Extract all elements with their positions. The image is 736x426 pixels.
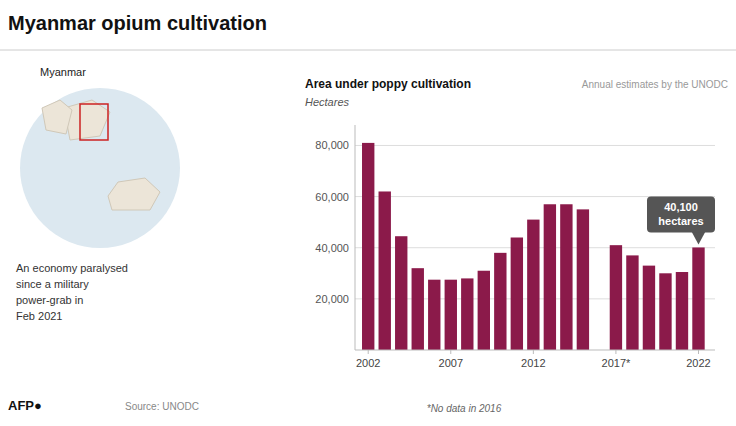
agency-label: AFP● (8, 398, 42, 413)
text-line: An economy paralysed (16, 262, 128, 274)
x-tick (368, 350, 369, 354)
x-tick-label: 2017* (602, 357, 631, 369)
y-tick-label: 60,000 (315, 191, 349, 203)
y-axis-label: Hectares (305, 96, 350, 108)
title-rule (0, 50, 736, 51)
bar (527, 220, 539, 350)
x-tick-label: 2002 (356, 357, 380, 369)
x-tick (615, 350, 616, 354)
background (0, 0, 736, 426)
x-tick-label: 2012 (521, 357, 545, 369)
y-tick-label: 80,000 (315, 139, 349, 151)
bar (560, 204, 572, 350)
x-axis-line (355, 350, 715, 351)
bar (659, 273, 671, 350)
title: Myanmar opium cultivation (8, 12, 267, 34)
bar (445, 280, 457, 350)
bar (362, 143, 374, 350)
subtitle: Area under poppy cultivation (305, 77, 471, 91)
bar (610, 245, 622, 350)
bar (379, 191, 391, 350)
bar (428, 280, 440, 350)
y-axis-line (355, 125, 356, 350)
bar (494, 253, 506, 350)
callout-pointer (691, 231, 705, 244)
y-tick-label: 20,000 (315, 293, 349, 305)
x-tick-label: 2007 (439, 357, 463, 369)
land (42, 100, 72, 134)
bar (544, 204, 556, 350)
text-line: Feb 2021 (16, 310, 62, 322)
callout-box (647, 196, 715, 232)
grid-line (355, 145, 715, 146)
footnote: *No data in 2016 (427, 403, 502, 414)
text-line: hectares (658, 215, 703, 227)
bar (395, 236, 407, 350)
bar (412, 268, 424, 350)
highlight-box (80, 104, 108, 140)
chart-svg: Myanmar opium cultivation Area under popp… (0, 0, 736, 426)
x-tick (698, 350, 699, 354)
x-tick (533, 350, 534, 354)
bar (577, 209, 589, 350)
bar (692, 247, 704, 350)
bar (626, 255, 638, 350)
chart-container: Myanmar opium cultivation Area under popp… (0, 0, 736, 426)
x-tick-label: 2022 (686, 357, 710, 369)
bar (461, 278, 473, 350)
map-label: Myanmar (40, 66, 86, 78)
y-tick-label: 40,000 (315, 242, 349, 254)
panel-text: An economy paralysed since a military powe… (16, 262, 128, 322)
text-line: power-grab in (16, 294, 83, 306)
bar (511, 238, 523, 351)
globe (20, 88, 180, 248)
bars (362, 143, 705, 350)
land (64, 100, 110, 140)
bar (676, 272, 688, 350)
text-line: since a military (16, 278, 89, 290)
annotation: Annual estimates by the UNODC (582, 79, 728, 90)
land (108, 178, 160, 210)
text-line: 40,100 (664, 201, 698, 213)
bar (478, 271, 490, 350)
source: Source: UNODC (125, 401, 199, 412)
callout-label: 40,100 hectares (658, 201, 703, 227)
bar (643, 266, 655, 350)
x-tick (450, 350, 451, 354)
